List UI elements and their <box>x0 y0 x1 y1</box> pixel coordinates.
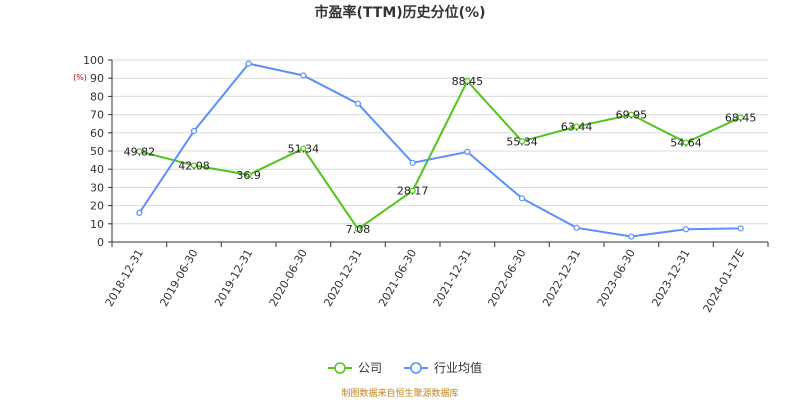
series-line-0 <box>139 79 742 231</box>
data-source-footer: 制图数据来自恒生聚源数据库 <box>341 387 458 399</box>
x-tick-label: 2023-12-31 <box>649 247 692 309</box>
series-point <box>628 233 635 240</box>
series-point <box>682 139 690 146</box>
series-point <box>354 100 362 107</box>
y-tick-label: 30 <box>90 181 104 194</box>
y-tick-label: 50 <box>90 145 104 158</box>
series-line-1 <box>138 62 741 238</box>
series-point <box>518 195 526 202</box>
y-tick-label: 10 <box>90 218 104 231</box>
x-tick-label: 2023-06-30 <box>595 247 638 309</box>
series-point <box>245 60 252 67</box>
series-point <box>354 226 362 233</box>
series-point <box>300 72 307 79</box>
y-tick-label: 80 <box>90 90 104 103</box>
x-tick-label: 2024-01-17E <box>701 247 748 315</box>
legend-label: 行业均值 <box>434 360 482 375</box>
x-tick-label: 2021-12-31 <box>431 247 474 309</box>
series-point <box>245 171 252 178</box>
series-point <box>464 77 471 85</box>
x-tick-label: 2022-12-31 <box>540 247 583 309</box>
x-tick-label: 2020-12-31 <box>321 247 364 309</box>
data-label: 63.44 <box>561 121 593 134</box>
y-tick-label: 60 <box>90 127 104 140</box>
series-point <box>300 145 307 152</box>
y-tick-label: 100 <box>83 54 104 67</box>
data-label: 7.08 <box>346 223 371 236</box>
series-point <box>409 159 416 166</box>
x-tick-labels: 2018-12-31 2019-06-30 2019-12-31 2020-06-30… <box>103 247 748 315</box>
series-point <box>190 162 198 169</box>
y-tick-label: 40 <box>90 163 104 176</box>
data-label: 42.08 <box>178 159 210 172</box>
data-label: 68.45 <box>725 111 757 124</box>
series-point <box>573 123 580 130</box>
data-label: 54.64 <box>670 137 702 150</box>
data-labels: 49.82 42.08 36.9 51.34 7.08 28.17 88.45 55.34 63… <box>124 75 757 236</box>
axes <box>108 59 769 247</box>
series-point <box>190 127 198 135</box>
legend-label: 公司 <box>358 361 382 375</box>
data-label: 28.17 <box>397 185 429 198</box>
y-tick-labels: 0 10 20 30 40 50 60 70 80 90 100 <box>83 54 104 249</box>
x-tick-label: 2019-12-31 <box>212 247 255 309</box>
y-tick-label: 20 <box>90 200 104 213</box>
series-point <box>737 225 744 232</box>
x-tick-label: 2021-06-30 <box>376 247 419 309</box>
series-point <box>464 148 471 156</box>
x-tick-label: 2018-12-31 <box>103 247 146 309</box>
legend: 公司 行业均值 <box>328 360 482 375</box>
data-label: 55.34 <box>506 135 538 148</box>
series-point <box>682 226 690 233</box>
series-point <box>573 224 580 231</box>
y-tick-label: 90 <box>90 72 104 85</box>
x-tick-label: 2022-06-30 <box>485 247 528 309</box>
y-unit-label: (%) <box>73 73 87 82</box>
legend-marker <box>410 362 422 374</box>
y-tick-label: 70 <box>90 109 104 122</box>
series-point <box>136 148 143 155</box>
series-point <box>628 111 635 118</box>
legend-marker <box>334 362 346 374</box>
series-point <box>409 187 416 194</box>
data-label: 49.82 <box>124 145 156 158</box>
data-label: 51.34 <box>288 143 320 156</box>
x-tick-label: 2019-06-30 <box>157 247 200 309</box>
data-label: 69.95 <box>616 109 648 122</box>
series-point <box>737 114 744 121</box>
x-tick-label: 2020-06-30 <box>267 247 310 309</box>
data-label: 88.45 <box>452 75 484 88</box>
series-point <box>518 138 526 145</box>
series-lines <box>136 60 744 240</box>
series-point <box>136 209 143 216</box>
data-label: 36.9 <box>236 169 261 182</box>
chart-title: 市盈率(TTM)历史分位(%) <box>315 4 486 21</box>
y-tick-label: 0 <box>97 236 104 249</box>
